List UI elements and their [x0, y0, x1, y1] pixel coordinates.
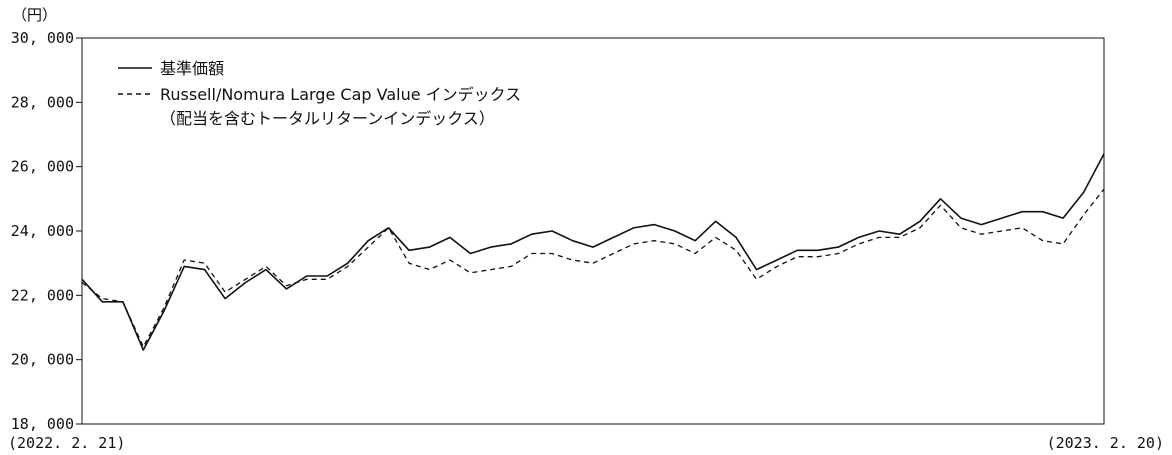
y-tick-label: 28, 000	[11, 93, 74, 111]
x-axis-start-label: (2022. 2. 21)	[8, 434, 125, 452]
y-tick-label: 24, 000	[11, 222, 74, 240]
y-tick-label: 30, 000	[11, 29, 74, 47]
series-line-nav	[81, 153, 1105, 351]
y-tick-label: 18, 000	[11, 415, 74, 433]
series-line-index	[81, 188, 1105, 348]
legend-entry-index-note: （配当を含むトータルリターンインデックス）	[160, 109, 495, 128]
legend-entry-index: Russell/Nomura Large Cap Value インデックス	[160, 85, 521, 104]
y-tick-label: 22, 000	[11, 286, 74, 304]
legend-entry-nav: 基準価額	[160, 59, 224, 78]
y-axis: 18, 000 20, 000 22, 000 24, 000 26, 000 28, 0…	[11, 29, 82, 433]
legend: 基準価額 Russell/Nomura Large Cap Value インデッ…	[118, 59, 521, 128]
series-layer	[81, 153, 1105, 351]
plot-frame	[81, 37, 1105, 425]
y-tick-label: 20, 000	[11, 351, 74, 369]
y-axis-unit-label: （円）	[12, 6, 57, 24]
y-tick-label: 26, 000	[11, 158, 74, 176]
x-axis-end-label: (2023. 2. 20)	[1047, 434, 1164, 452]
